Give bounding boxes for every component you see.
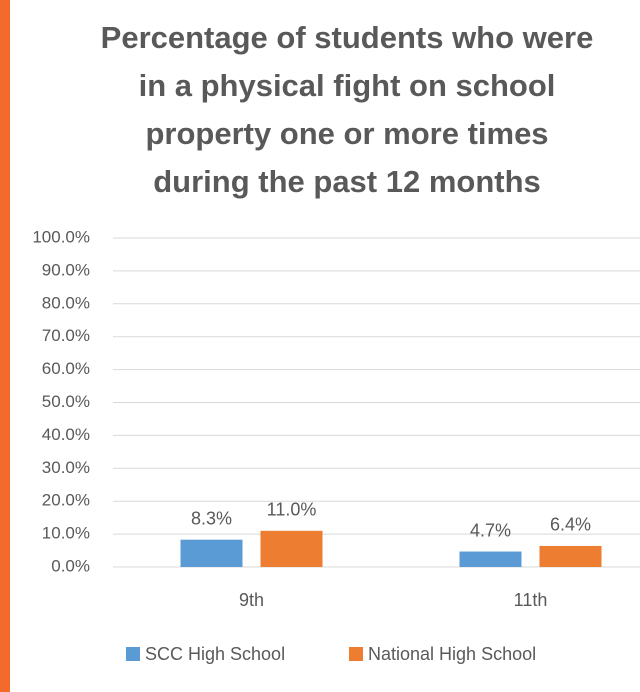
- side-border: [0, 0, 10, 692]
- legend-label: SCC High School: [145, 644, 285, 664]
- chart-title: in a physical fight on school: [139, 68, 556, 103]
- chart-title: property one or more times: [145, 116, 548, 151]
- legend-swatch: [126, 647, 140, 661]
- y-tick-label: 20.0%: [42, 491, 90, 510]
- y-tick-label: 10.0%: [42, 524, 90, 543]
- data-label: 6.4%: [550, 515, 591, 535]
- x-tick-label: 9th: [239, 590, 264, 610]
- y-tick-label: 40.0%: [42, 425, 90, 444]
- bar: [260, 530, 323, 567]
- y-tick-label: 60.0%: [42, 359, 90, 378]
- y-tick-label: 100.0%: [32, 227, 90, 246]
- y-tick-label: 80.0%: [42, 293, 90, 312]
- chart-title: Percentage of students who were: [101, 20, 594, 55]
- bar: [539, 545, 602, 567]
- legend-label: National High School: [368, 644, 536, 664]
- y-tick-label: 30.0%: [42, 458, 90, 477]
- y-tick-label: 90.0%: [42, 260, 90, 279]
- bar: [180, 539, 243, 567]
- y-tick-label: 70.0%: [42, 326, 90, 345]
- legend-swatch: [349, 647, 363, 661]
- data-label: 4.7%: [470, 520, 511, 540]
- x-tick-label: 11th: [514, 590, 548, 610]
- chart-title: during the past 12 months: [153, 164, 541, 199]
- y-tick-label: 0.0%: [51, 556, 90, 575]
- y-tick-label: 50.0%: [42, 392, 90, 411]
- data-label: 8.3%: [191, 508, 232, 528]
- data-label: 11.0%: [267, 500, 317, 520]
- bar: [459, 551, 522, 567]
